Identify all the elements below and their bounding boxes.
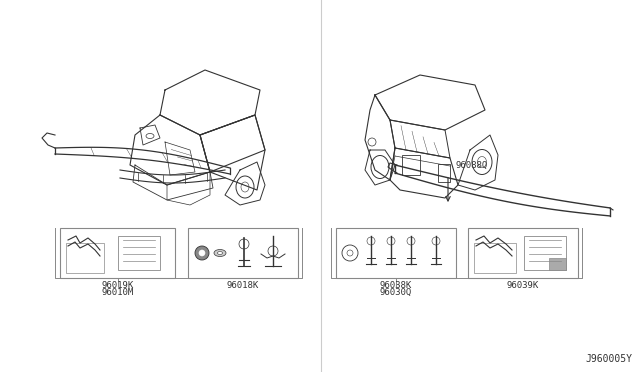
- Bar: [336, 228, 456, 278]
- Ellipse shape: [214, 250, 226, 257]
- Bar: [60, 228, 175, 278]
- Bar: [438, 164, 450, 182]
- Text: 96039K: 96039K: [507, 281, 539, 290]
- Circle shape: [239, 239, 249, 249]
- Circle shape: [268, 246, 278, 256]
- Text: 96038K: 96038K: [380, 281, 412, 290]
- Ellipse shape: [218, 251, 223, 254]
- Text: 96018K: 96018K: [227, 281, 259, 290]
- Bar: [118, 236, 160, 270]
- Circle shape: [199, 250, 205, 256]
- Bar: [468, 228, 578, 278]
- Bar: [66, 243, 104, 273]
- Text: 96088Q: 96088Q: [456, 160, 488, 170]
- Text: 96019K: 96019K: [101, 281, 134, 290]
- Bar: [402, 155, 420, 175]
- Text: 96010M: 96010M: [101, 288, 134, 297]
- Bar: [474, 243, 516, 273]
- Circle shape: [195, 246, 209, 260]
- Bar: [524, 236, 566, 270]
- Text: J960005Y: J960005Y: [585, 354, 632, 364]
- Bar: [549, 258, 566, 270]
- Bar: [188, 228, 298, 278]
- Text: 96030Q: 96030Q: [380, 288, 412, 297]
